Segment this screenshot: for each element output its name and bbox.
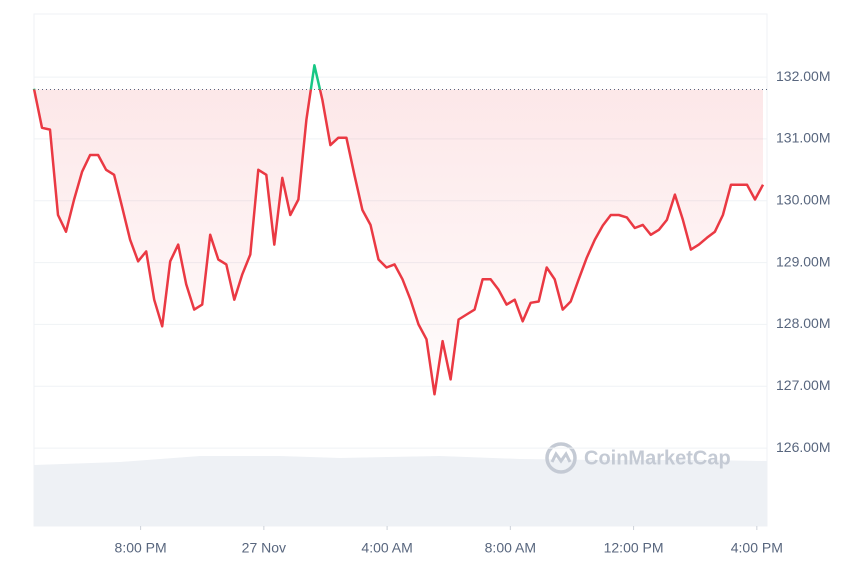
x-tick-label: 8:00 PM	[115, 540, 167, 556]
area-fill	[34, 65, 763, 395]
price-line	[32, 64, 765, 396]
x-tick-label: 8:00 AM	[485, 540, 536, 556]
y-tick-label: 131.00M	[776, 130, 830, 146]
x-tick-label: 4:00 AM	[361, 540, 412, 556]
watermark: CoinMarketCap	[545, 442, 731, 474]
watermark-text: CoinMarketCap	[584, 447, 731, 469]
x-tick-label: 12:00 PM	[604, 540, 664, 556]
y-tick-label: 128.00M	[776, 315, 830, 331]
y-tick-label: 132.00M	[776, 68, 830, 84]
y-tick-label: 130.00M	[776, 191, 830, 207]
y-tick-label: 126.00M	[776, 439, 830, 455]
y-tick-label: 127.00M	[776, 377, 830, 393]
y-tick-label: 129.00M	[776, 253, 830, 269]
x-tick-label: 27 Nov	[242, 540, 286, 556]
x-tick-label: 4:00 PM	[731, 540, 783, 556]
volume-band	[34, 456, 767, 526]
